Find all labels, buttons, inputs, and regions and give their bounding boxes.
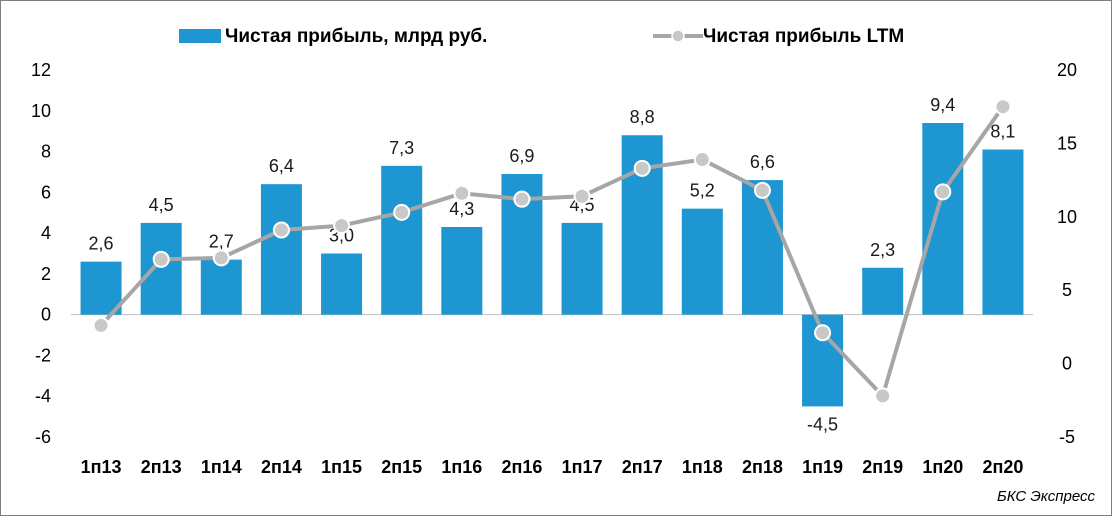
x-category-label: 2п14 bbox=[261, 457, 302, 477]
x-category-label: 1п13 bbox=[81, 457, 122, 477]
y-right-tick-label: 20 bbox=[1057, 60, 1077, 80]
bar bbox=[200, 259, 242, 315]
ltm-point bbox=[393, 203, 411, 221]
bar-data-label: 8,8 bbox=[630, 107, 655, 127]
y-right-tick-label: 10 bbox=[1057, 207, 1077, 227]
legend-label-net-profit: Чистая прибыль, млрд руб. bbox=[225, 26, 487, 47]
y-right-tick-label: 15 bbox=[1057, 133, 1077, 153]
bar bbox=[260, 184, 302, 315]
ltm-point bbox=[874, 387, 892, 405]
bar bbox=[381, 165, 423, 315]
ltm-point bbox=[934, 183, 952, 201]
x-category-label: 1п19 bbox=[802, 457, 843, 477]
legend-label-ltm: Чистая прибыль LTM bbox=[703, 26, 904, 47]
y-left-tick-label: 6 bbox=[41, 182, 51, 202]
ltm-line-series bbox=[92, 98, 1012, 405]
ltm-point bbox=[272, 221, 290, 239]
y-left-tick-label: 10 bbox=[31, 101, 51, 121]
bar-data-label: 5,2 bbox=[690, 181, 715, 201]
bar bbox=[862, 267, 904, 315]
bar-data-label: 6,9 bbox=[509, 146, 534, 166]
y-left-tick-label: 2 bbox=[41, 264, 51, 284]
x-category-label: 2п18 bbox=[742, 457, 783, 477]
bar-data-label: 4,3 bbox=[449, 199, 474, 219]
y-axis-right: -5 0 5 10 15 20 bbox=[1057, 60, 1077, 447]
ltm-point bbox=[333, 217, 351, 235]
x-category-label: 2п19 bbox=[862, 457, 903, 477]
legend-marker-ltm bbox=[671, 29, 685, 43]
x-category-label: 1п20 bbox=[922, 457, 963, 477]
bar bbox=[321, 253, 363, 315]
x-category-label: 2п17 bbox=[622, 457, 663, 477]
bar-data-label: 2,7 bbox=[209, 232, 234, 252]
ltm-point bbox=[693, 151, 711, 169]
legend-swatch-net-profit bbox=[179, 29, 221, 43]
ltm-point bbox=[212, 249, 230, 267]
bar-series bbox=[80, 123, 1024, 407]
y-axis-left: -6 -4 -2 0 2 4 6 8 10 12 bbox=[31, 60, 51, 447]
y-left-tick-label: -4 bbox=[35, 386, 51, 406]
x-category-label: 1п17 bbox=[562, 457, 603, 477]
x-category-label: 2п20 bbox=[982, 457, 1023, 477]
ltm-point bbox=[573, 187, 591, 205]
x-category-label: 1п14 bbox=[201, 457, 242, 477]
ltm-point bbox=[152, 250, 170, 268]
bar bbox=[140, 222, 182, 315]
bar bbox=[681, 208, 723, 315]
bar-data-label: 9,4 bbox=[930, 95, 955, 115]
bar bbox=[982, 149, 1024, 315]
x-category-label: 1п15 bbox=[321, 457, 362, 477]
bar-data-label: -4,5 bbox=[807, 414, 838, 434]
bar bbox=[441, 226, 483, 315]
bar bbox=[741, 180, 783, 315]
bar-data-label: 2,3 bbox=[870, 240, 895, 260]
bar-data-label: 8,1 bbox=[990, 122, 1015, 142]
x-axis-categories: 1п13 2п13 1п14 2п14 1п15 2п15 1п16 2п16 1п17 2п17… bbox=[81, 457, 1024, 477]
ltm-point bbox=[453, 184, 471, 202]
ltm-point bbox=[92, 316, 110, 334]
y-right-tick-label: -5 bbox=[1059, 427, 1075, 447]
y-left-tick-label: 12 bbox=[31, 60, 51, 80]
bar-data-label: 7,3 bbox=[389, 138, 414, 158]
ltm-line bbox=[99, 105, 1005, 398]
x-category-label: 2п15 bbox=[381, 457, 422, 477]
bar-data-label: 6,4 bbox=[269, 156, 294, 176]
bar bbox=[80, 261, 122, 315]
ltm-point bbox=[633, 159, 651, 177]
bar-data-label: 4,5 bbox=[149, 195, 174, 215]
ltm-point bbox=[513, 190, 531, 208]
x-category-label: 1п18 bbox=[682, 457, 723, 477]
y-left-tick-label: 4 bbox=[41, 223, 51, 243]
y-right-tick-label: 5 bbox=[1062, 280, 1072, 300]
x-category-label: 2п16 bbox=[501, 457, 542, 477]
y-right-tick-label: 0 bbox=[1062, 354, 1072, 374]
y-left-tick-label: 8 bbox=[41, 142, 51, 162]
y-left-tick-label: 0 bbox=[41, 305, 51, 325]
bar bbox=[561, 222, 603, 315]
bar-data-label: 2,6 bbox=[89, 234, 114, 254]
bar bbox=[922, 123, 964, 315]
ltm-point bbox=[814, 324, 832, 342]
x-category-label: 1п16 bbox=[441, 457, 482, 477]
source-label: БКС Экспресс bbox=[996, 488, 1095, 505]
y-left-tick-label: -6 bbox=[35, 427, 51, 447]
y-left-tick-label: -2 bbox=[35, 345, 51, 365]
ltm-point bbox=[994, 98, 1012, 116]
bar-data-label: 6,6 bbox=[750, 152, 775, 172]
x-category-label: 2п13 bbox=[141, 457, 182, 477]
legend: Чистая прибыль, млрд руб. Чистая прибыль… bbox=[179, 26, 904, 47]
ltm-point bbox=[753, 181, 771, 199]
